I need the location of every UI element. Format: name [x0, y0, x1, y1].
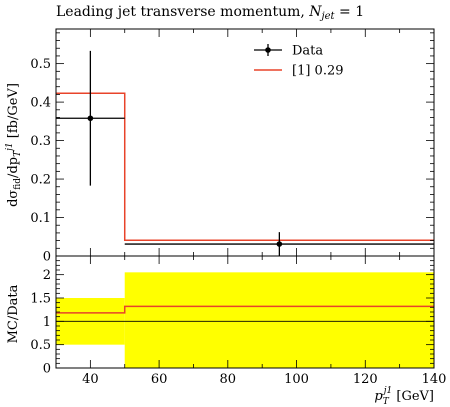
ratio-band-bin-2	[124, 272, 435, 368]
legend-data-label: Data	[292, 44, 323, 59]
ratio-y-tick-label: 2	[43, 268, 51, 283]
x-tick-label: 60	[151, 372, 168, 387]
svg-text:Leading jet transverse momentu: Leading jet transverse momentum, Njet = …	[56, 4, 364, 22]
x-tick-label: 80	[220, 372, 237, 387]
legend: Data [1] 0.29	[254, 44, 344, 79]
ratio-y-tick-label: 1	[43, 315, 51, 330]
svg-text:MC/Data: MC/Data	[6, 284, 21, 343]
ratio-y-tick-label: 1.5	[30, 292, 51, 307]
data-point-2	[276, 241, 283, 247]
x-tick-label: 140	[422, 372, 447, 387]
legend-mc-label: [1] 0.29	[292, 64, 344, 79]
chart-title: Leading jet transverse momentum, Njet = …	[56, 4, 364, 22]
svg-text:dσfid/dpTj1 [fb/GeV]: dσfid/dpTj1 [fb/GeV]	[5, 83, 23, 207]
ratio-mc-line	[56, 305, 434, 314]
legend-data-marker	[265, 47, 271, 53]
ratio-y-tick-label: 0.5	[30, 338, 51, 353]
ratio-panel: 40 60 80 100 120 140 0 0.5 1 1.5 2	[30, 255, 447, 387]
main-y-tick-label: 0	[43, 250, 51, 265]
main-y-tick-label: 0.4	[30, 96, 51, 111]
main-frame	[55, 28, 435, 257]
x-tick-label: 100	[284, 372, 309, 387]
ratio-y-tick-label: 0	[43, 362, 51, 377]
x-axis-label: pTj1 [GeV]	[374, 386, 434, 407]
svg-text:pTj1 [GeV]: pTj1 [GeV]	[374, 386, 434, 407]
main-y-tick-label: 0.1	[30, 211, 51, 226]
mc-histogram-line	[56, 92, 434, 241]
data-point-1	[87, 115, 94, 122]
y-axis-label-main: dσfid/dpTj1 [fb/GeV]	[5, 83, 23, 207]
y-axis-label-ratio: MC/Data	[6, 284, 21, 343]
main-panel: 0 0.1 0.2 0.3 0.4 0.5	[30, 28, 435, 265]
main-y-tick-label: 0.5	[30, 57, 51, 72]
x-tick-label: 40	[82, 372, 99, 387]
main-y-tick-label: 0.3	[30, 134, 51, 149]
x-tick-label: 120	[353, 372, 378, 387]
main-y-tick-label: 0.2	[30, 173, 51, 188]
